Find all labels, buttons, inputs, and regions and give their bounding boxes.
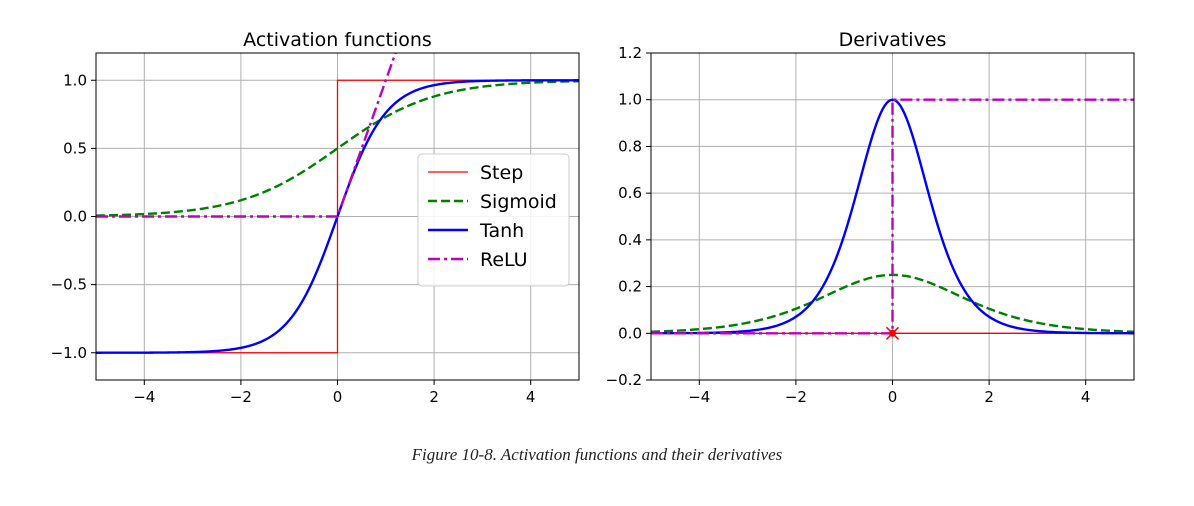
- series-line-relu: [96, 53, 397, 218]
- chart-title: Derivatives: [839, 29, 947, 51]
- y-tick-label: 0.8: [618, 137, 642, 155]
- legend-box: [417, 153, 570, 287]
- x-tick-label: 2: [429, 388, 439, 406]
- figure-caption: Figure 10-8. Activation functions and th…: [411, 445, 783, 464]
- legend-label-relu: ReLU: [480, 249, 528, 271]
- x-tick-label: 2: [984, 388, 994, 406]
- legend-label-sigmoid: Sigmoid: [480, 191, 557, 213]
- y-tick-label: 0.0: [63, 208, 87, 226]
- y-tick-label: 1.0: [63, 71, 87, 89]
- derivatives-chart: −4 −2 0 2 4 −0.2 0.0 0.2 0.4 0.6 0.8 1.0 1.2 Derivati…: [606, 29, 1135, 406]
- y-tick-label: −1.0: [51, 344, 87, 362]
- y-tick-label: 1.0: [618, 91, 642, 109]
- y-tick-label: −0.2: [606, 371, 642, 389]
- series-line-sigmoid: [96, 79, 579, 217]
- y-tick-label: −0.5: [51, 276, 87, 294]
- legend-label-tanh: Tanh: [479, 220, 524, 242]
- y-tick-label: 0.5: [63, 139, 87, 157]
- x-tick-label: −4: [133, 388, 155, 406]
- x-tick-label: 0: [333, 388, 343, 406]
- y-tick-label: 0.2: [618, 278, 642, 296]
- x-tick-label: 4: [526, 388, 536, 406]
- x-tick-label: −4: [688, 388, 710, 406]
- x-tick-label: −2: [230, 388, 252, 406]
- series-line-relu_derivative: [651, 98, 1134, 335]
- y-tick-label: 1.2: [618, 44, 642, 62]
- figure: −4 −2 0 2 4 −1.0 −0.5 0.0 0.5 1.0 Activation funct…: [51, 29, 1135, 406]
- activation-functions-chart: −4 −2 0 2 4 −1.0 −0.5 0.0 0.5 1.0 Activation funct…: [51, 29, 580, 406]
- x-tick-label: 4: [1081, 388, 1091, 406]
- y-tick-label: 0.0: [618, 324, 642, 342]
- y-tick-label: 0.4: [618, 231, 642, 249]
- x-tick-label: −2: [785, 388, 807, 406]
- marker-dot: [889, 329, 896, 337]
- y-tick-label: 0.6: [618, 184, 642, 202]
- x-tick-label: 0: [888, 388, 898, 406]
- legend-label-step: Step: [480, 162, 523, 184]
- chart-title: Activation functions: [243, 29, 432, 51]
- legend: Step Sigmoid Tanh ReLU: [417, 153, 570, 287]
